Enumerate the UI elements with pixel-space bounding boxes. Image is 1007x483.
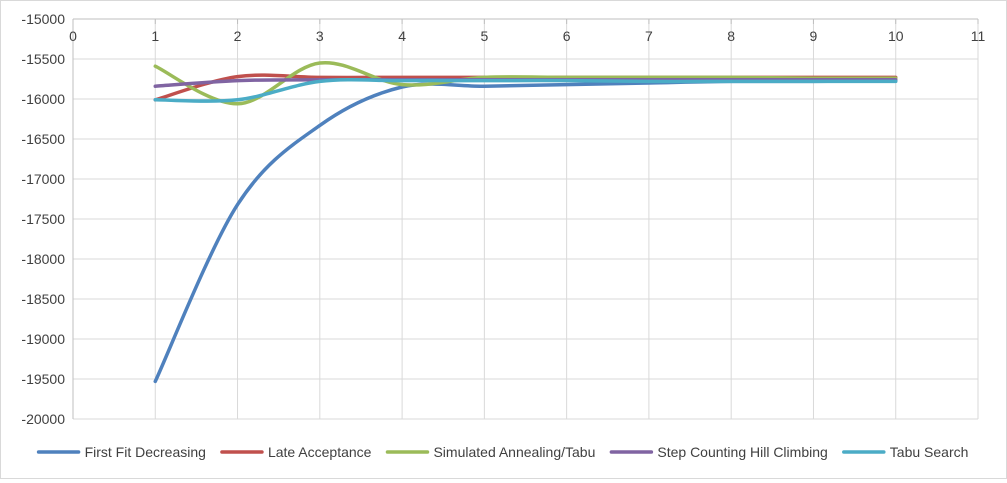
y-tick-label: -17000 [21, 171, 65, 187]
legend-label: First Fit Decreasing [85, 444, 206, 460]
y-tick-label: -19000 [21, 331, 65, 347]
y-tick-label: -18500 [21, 291, 65, 307]
legend: First Fit Decreasing Late Acceptance Simul… [36, 444, 969, 460]
legend-label: Late Acceptance [268, 444, 372, 460]
y-tick-label: -19500 [21, 371, 65, 387]
x-tick-label: 1 [151, 28, 159, 44]
legend-item: Step Counting Hill Climbing [609, 444, 828, 460]
legend-item: Simulated Annealing/Tabu [385, 444, 595, 460]
x-tick-label: 3 [316, 28, 324, 44]
y-tick-labels: -15000 -15500 -16000 -16500 -17000 -17500 -180… [21, 11, 65, 427]
x-tick-label: 6 [563, 28, 571, 44]
legend-item: First Fit Decreasing [36, 444, 206, 460]
x-tick-label: 4 [398, 28, 406, 44]
axes [72, 18, 979, 419]
series-line-3 [153, 61, 898, 106]
x-tick-label: 0 [69, 28, 77, 44]
x-tick-label: 2 [234, 28, 242, 44]
x-tick-label: 5 [480, 28, 488, 44]
y-tick-label: -17500 [21, 211, 65, 227]
series-line-5 [153, 78, 898, 103]
y-tick-label: -18000 [21, 251, 65, 267]
legend-label: Step Counting Hill Climbing [657, 444, 827, 460]
legend-item: Tabu Search [842, 444, 969, 460]
y-tick-label: -16000 [21, 91, 65, 107]
y-tick-label: -15500 [21, 51, 65, 67]
y-tick-label: -15000 [21, 11, 65, 27]
legend-item: Late Acceptance [220, 444, 372, 460]
series-line-1 [153, 78, 898, 384]
x-tick-label: 8 [727, 28, 735, 44]
series-lines [153, 61, 898, 384]
x-tick-label: 11 [971, 28, 986, 44]
y-tick-label: -20000 [21, 411, 65, 427]
legend-label: Simulated Annealing/Tabu [433, 444, 595, 460]
x-tick-label: 10 [888, 28, 904, 44]
y-tick-label: -16500 [21, 131, 65, 147]
legend-label: Tabu Search [890, 444, 969, 460]
x-tick-label: 9 [810, 28, 818, 44]
x-tick-label: 7 [645, 28, 653, 44]
x-tick-labels: 0 1 2 3 4 5 6 7 8 9 10 11 [69, 28, 985, 44]
